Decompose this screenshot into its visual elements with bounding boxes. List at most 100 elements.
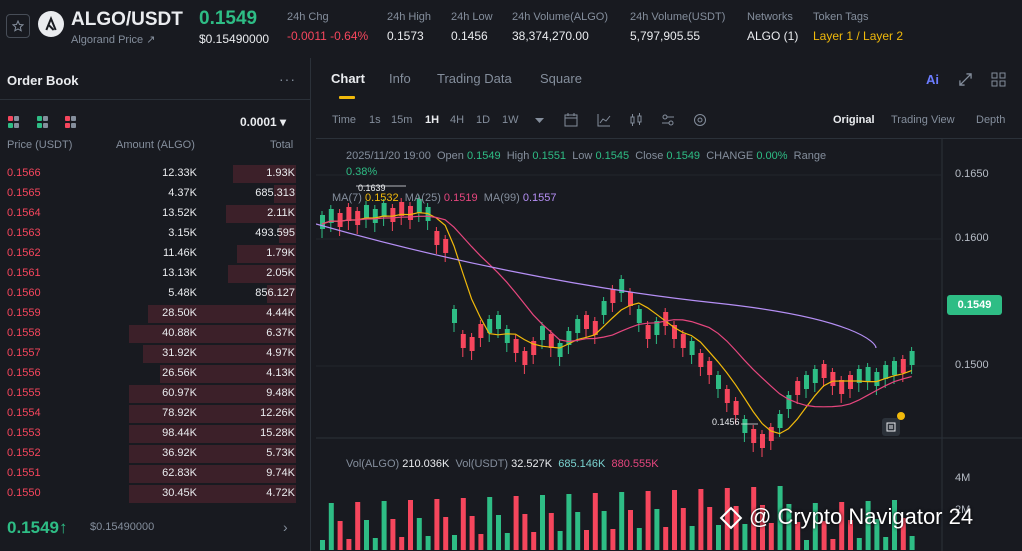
settings-icon[interactable] xyxy=(693,113,707,127)
ask-row[interactable]: 0.1555 60.97K 9.48K xyxy=(0,384,311,404)
ask-row[interactable]: 0.1562 11.46K 1.79K xyxy=(0,244,311,264)
volume-bar xyxy=(892,500,897,550)
divider xyxy=(0,99,311,100)
ask-price: 0.1556 xyxy=(7,367,41,379)
candle-body xyxy=(487,319,493,333)
ask-row[interactable]: 0.1551 62.83K 9.74K xyxy=(0,464,311,484)
volume-bar xyxy=(513,496,519,550)
indicators-icon[interactable] xyxy=(661,113,675,127)
volume-bar xyxy=(320,540,325,550)
timeframe-1h[interactable]: 1H xyxy=(425,114,440,126)
favorite-star-button[interactable] xyxy=(6,14,30,38)
view-trading-view[interactable]: Trading View xyxy=(891,114,955,126)
ask-row[interactable]: 0.1564 13.52K 2.11K xyxy=(0,204,311,224)
depth-bar xyxy=(237,245,296,263)
expand-icon[interactable] xyxy=(959,73,972,86)
tab-chart[interactable]: Chart xyxy=(331,71,365,86)
ask-price: 0.1559 xyxy=(7,307,41,319)
stat-networks[interactable]: Networks ALGO (1) xyxy=(747,11,798,43)
view-original[interactable]: Original xyxy=(833,114,875,126)
pair-name[interactable]: ALGO/USDT xyxy=(71,9,183,30)
tab-info[interactable]: Info xyxy=(389,71,411,86)
candle-body xyxy=(452,309,457,323)
volume-bar xyxy=(372,538,378,550)
ask-row[interactable]: 0.1563 3.15K 493.595 xyxy=(0,224,311,244)
depth-bar xyxy=(129,485,296,503)
timeframe-1d[interactable]: 1D xyxy=(476,114,491,126)
volume-bar xyxy=(839,502,845,550)
candle-body xyxy=(540,326,545,340)
chevron-down-icon[interactable] xyxy=(535,118,544,124)
book-both-sides-icon[interactable] xyxy=(8,116,20,128)
timeframe-4h[interactable]: 4H xyxy=(450,114,465,126)
volume-bar xyxy=(575,512,581,550)
candle-body xyxy=(716,375,721,389)
ask-amount: 12.33K xyxy=(162,167,197,179)
timeframe-1s[interactable]: 1s xyxy=(369,114,381,126)
candle-body xyxy=(513,339,519,353)
active-tab-indicator xyxy=(339,96,355,99)
ai-button[interactable]: Ai xyxy=(926,72,939,87)
candle-body xyxy=(496,315,501,329)
line-chart-icon[interactable] xyxy=(597,113,611,127)
calendar-icon[interactable] xyxy=(564,113,578,127)
ask-total: 6.37K xyxy=(266,327,295,339)
ask-total: 1.93K xyxy=(266,167,295,179)
timeframe-1w[interactable]: 1W xyxy=(502,114,519,126)
volume-bar xyxy=(856,538,862,550)
notes-icon[interactable] xyxy=(882,418,900,436)
ask-row[interactable]: 0.1556 26.56K 4.13K xyxy=(0,364,311,384)
ask-row[interactable]: 0.1559 28.50K 4.44K xyxy=(0,304,311,324)
volume-bar xyxy=(434,499,440,550)
ask-row[interactable]: 0.1552 36.92K 5.73K xyxy=(0,444,311,464)
candle-body xyxy=(839,380,845,394)
range-value: 0.38% xyxy=(346,166,378,178)
ask-row[interactable]: 0.1561 13.13K 2.05K xyxy=(0,264,311,284)
candle-body xyxy=(654,321,660,335)
ask-row[interactable]: 0.1550 30.45K 4.72K xyxy=(0,484,311,504)
candlestick-icon[interactable] xyxy=(629,113,643,127)
candlestick-chart[interactable] xyxy=(316,138,1022,551)
volume-bar xyxy=(716,525,721,550)
candle-body xyxy=(636,309,642,323)
timeframe-label: Time xyxy=(332,114,357,126)
ask-price: 0.1552 xyxy=(7,447,41,459)
view-depth[interactable]: Depth xyxy=(976,114,1006,126)
book-bids-only-icon[interactable] xyxy=(37,116,49,128)
ask-row[interactable]: 0.1557 31.92K 4.97K xyxy=(0,344,311,364)
layout-grid-icon[interactable] xyxy=(991,72,1006,87)
chevron-right-icon[interactable]: › xyxy=(283,519,288,535)
candle-body xyxy=(337,213,343,227)
candle-body xyxy=(346,207,352,221)
tab-square[interactable]: Square xyxy=(540,71,582,86)
timeframe-15m[interactable]: 15m xyxy=(391,114,413,126)
stat-token-tags[interactable]: Token Tags Layer 1 / Layer 2 xyxy=(813,11,903,43)
ma99-label: MA(99) xyxy=(483,192,520,204)
volume-bar xyxy=(883,537,889,550)
ask-price: 0.1553 xyxy=(7,427,41,439)
candle-body xyxy=(372,209,378,223)
candle-body xyxy=(460,334,466,348)
candle-body xyxy=(865,367,871,381)
volume-bar xyxy=(566,494,572,550)
ask-row[interactable]: 0.1553 98.44K 15.28K xyxy=(0,424,311,444)
candle-body xyxy=(601,301,607,315)
tab-trading-data[interactable]: Trading Data xyxy=(437,71,512,86)
more-options-icon[interactable]: ··· xyxy=(279,71,296,87)
ma7-label: MA(7) xyxy=(332,192,362,204)
coin-info-link[interactable]: Algorand Price ↗ xyxy=(71,34,156,46)
ask-row[interactable]: 0.1565 4.37K 685.313 xyxy=(0,184,311,204)
volume-bar xyxy=(724,488,730,550)
candle-body xyxy=(610,289,616,303)
candle-body xyxy=(733,401,739,415)
depth-bar xyxy=(233,165,296,183)
stat-label: Networks xyxy=(747,11,793,23)
ask-row[interactable]: 0.1566 12.33K 1.93K xyxy=(0,164,311,184)
ask-row[interactable]: 0.1560 5.48K 856.127 xyxy=(0,284,311,304)
candle-body xyxy=(557,343,563,357)
tick-size-select[interactable]: 0.0001 ▾ xyxy=(240,115,287,129)
ask-row[interactable]: 0.1558 40.88K 6.37K xyxy=(0,324,311,344)
ask-row[interactable]: 0.1554 78.92K 12.26K xyxy=(0,404,311,424)
book-asks-only-icon[interactable] xyxy=(65,116,77,128)
ask-total: 4.44K xyxy=(266,307,295,319)
